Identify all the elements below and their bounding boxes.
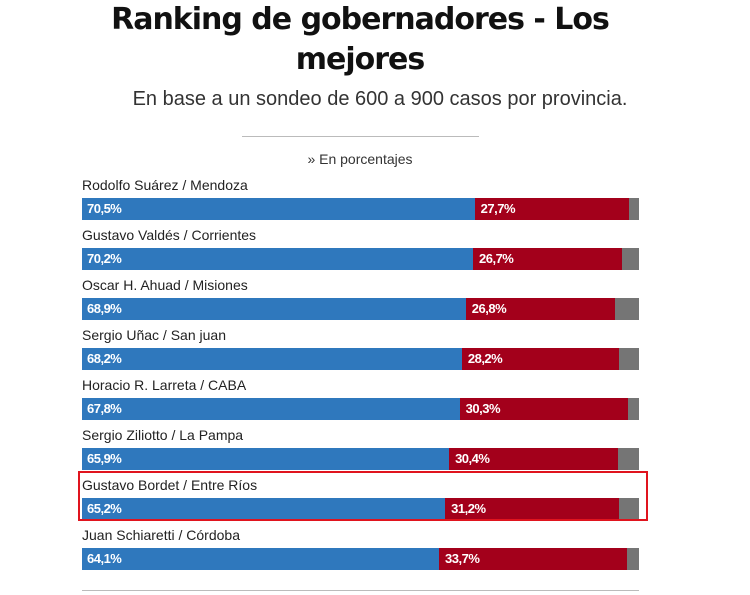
negative-bar-segment [465,298,616,320]
negative-value-label: 28,2% [467,351,503,366]
stacked-bar: 70,5% 27,7% [82,198,639,220]
category-label: Juan Schiaretti / Córdoba [82,527,240,543]
category-label: Rodolfo Suárez / Mendoza [82,177,248,193]
positive-bar-segment [82,498,446,520]
category-label: Gustavo Bordet / Entre Ríos [82,477,258,493]
title-divider [242,136,479,137]
bar-rows: Rodolfo Suárez / Mendoza 70,5% 27,7% Gustav… [82,175,639,575]
negative-bar-segment [439,548,627,570]
category-label: Horacio R. Larreta / CABA [82,377,247,393]
negative-bar-segment [474,198,629,220]
positive-value-label: 65,9% [87,451,122,466]
negative-bar-segment [461,348,619,370]
stacked-bar: 68,9% 26,8% [82,298,639,320]
positive-value-label: 68,9% [87,301,122,316]
bar-row: Juan Schiaretti / Córdoba 64,1% 33,7% [82,525,639,575]
positive-bar-segment [82,398,460,420]
chart-subtitle: En base a un sondeo de 600 a 900 casos p… [132,88,628,110]
positive-bar-segment [82,448,450,470]
category-label: Gustavo Valdés / Corrientes [82,227,257,243]
positive-value-label: 65,2% [87,501,122,516]
positive-value-label: 67,8% [87,401,122,416]
positive-value-label: 64,1% [87,551,122,566]
stacked-bar: 65,9% 30,4% [82,448,639,470]
positive-value-label: 68,2% [87,351,122,366]
positive-bar-segment [82,198,475,220]
bar-row: Gustavo Valdés / Corrientes 70,2% 26,7% [82,225,639,275]
unit-note: » En porcentajes [307,151,413,167]
bottom-divider [82,590,639,591]
stacked-bar: 64,1% 33,7% [82,548,639,570]
bar-row: Horacio R. Larreta / CABA 67,8% 30,3% [82,375,639,425]
negative-value-label: 26,7% [479,251,514,266]
negative-value-label: 27,7% [480,201,516,216]
negative-bar-segment [473,248,622,270]
stacked-bar: 68,2% 28,2% [82,348,639,370]
stacked-bar: 70,2% 26,7% [82,248,639,270]
positive-value-label: 70,5% [87,201,122,216]
bar-row: Rodolfo Suárez / Mendoza 70,5% 27,7% [82,175,639,225]
positive-value-label: 70,2% [87,251,122,266]
positive-bar-segment [82,298,466,320]
negative-value-label: 30,3% [465,401,501,416]
stacked-bar: 67,8% 30,3% [82,398,639,420]
highlight-box [78,471,648,521]
bar-row: Sergio Uñac / San juan 68,2% 28,2% [82,325,639,375]
bar-row: Gustavo Bordet / Entre Ríos 65,2% 31,2% [82,475,639,525]
positive-bar-segment [82,348,462,370]
positive-bar-segment [82,248,473,270]
positive-bar-segment [82,548,440,570]
negative-value-label: 33,7% [445,551,480,566]
negative-value-label: 26,8% [471,301,507,316]
negative-bar-segment [445,498,619,520]
negative-bar-segment [459,398,629,420]
category-label: Oscar H. Ahuad / Misiones [82,277,248,293]
negative-value-label: 30,4% [455,451,490,466]
chart-title: Ranking de gobernadores - Los mejores [111,2,610,77]
stacked-bar: 65,2% 31,2% [82,498,639,520]
bar-row: Sergio Ziliotto / La Pampa 65,9% 30,4% [82,425,639,475]
negative-value-label: 31,2% [451,501,486,516]
category-label: Sergio Uñac / San juan [82,327,226,343]
bar-row: Oscar H. Ahuad / Misiones 68,9% 26,8% [82,275,639,325]
category-label: Sergio Ziliotto / La Pampa [82,427,244,443]
negative-bar-segment [449,448,619,470]
